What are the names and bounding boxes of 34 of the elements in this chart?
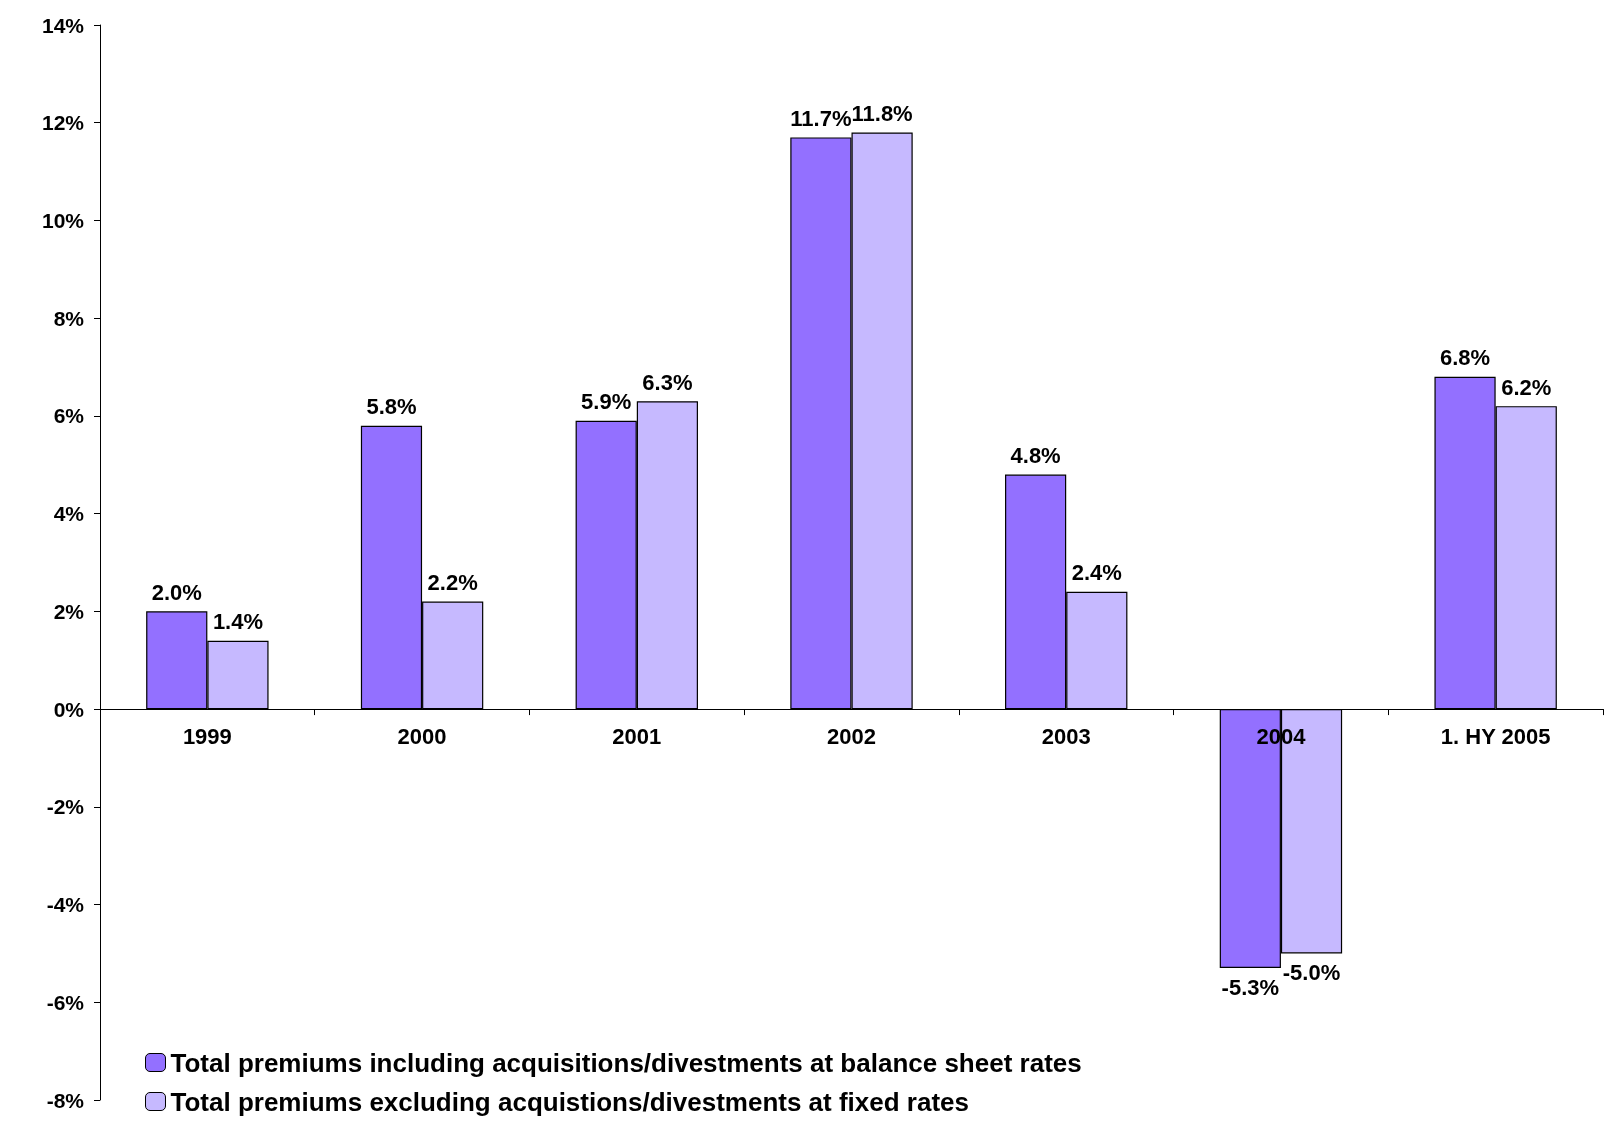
y-tick-label: 2%	[53, 599, 85, 623]
x-tick-label: 1999	[182, 723, 232, 749]
x-tick-label: 2002	[827, 723, 876, 749]
y-tick-label: 4%	[53, 502, 85, 526]
data-label: -5.0%	[1282, 959, 1341, 985]
x-tick-label: 2001	[612, 723, 662, 749]
y-tick-label: -8%	[46, 1088, 85, 1112]
data-label: 6.3%	[642, 369, 693, 395]
y-tick-label: 8%	[53, 306, 85, 330]
x-tick-label: 2003	[1041, 723, 1091, 749]
y-tick-label: 10%	[41, 208, 85, 232]
data-label: 11.8%	[851, 101, 913, 126]
legend-label: Total premiums including acquisitions/divestments at balance sheet rates	[170, 1047, 1082, 1078]
data-label: 6.8%	[1439, 345, 1491, 371]
y-tick-label: 6%	[53, 404, 85, 428]
y-tick-label: 0%	[53, 697, 85, 721]
data-label: 2.4%	[1071, 560, 1122, 586]
data-label: 6.2%	[1501, 374, 1552, 400]
x-tick-label: 2000	[397, 723, 447, 749]
data-label: 4.8%	[1010, 443, 1061, 469]
legend-label: Total premiums excluding acquistions/divestments at fixed rates	[170, 1086, 970, 1117]
data-label: 2.2%	[427, 570, 478, 596]
data-label: 1.4%	[212, 609, 264, 635]
data-label: 11.7%	[790, 105, 852, 131]
data-label: 5.9%	[581, 389, 632, 415]
y-tick-label: 12%	[41, 111, 85, 135]
data-label: -5.3%	[1221, 974, 1280, 1000]
y-tick-label: 14%	[41, 13, 85, 37]
data-label: 2.0%	[151, 579, 202, 605]
x-tick-label: 1. HY 2005	[1440, 723, 1551, 749]
data-label: 5.8%	[366, 394, 417, 420]
y-tick-label: -2%	[46, 795, 85, 819]
y-tick-label: -4%	[46, 893, 85, 917]
y-tick-label: -6%	[46, 990, 85, 1014]
